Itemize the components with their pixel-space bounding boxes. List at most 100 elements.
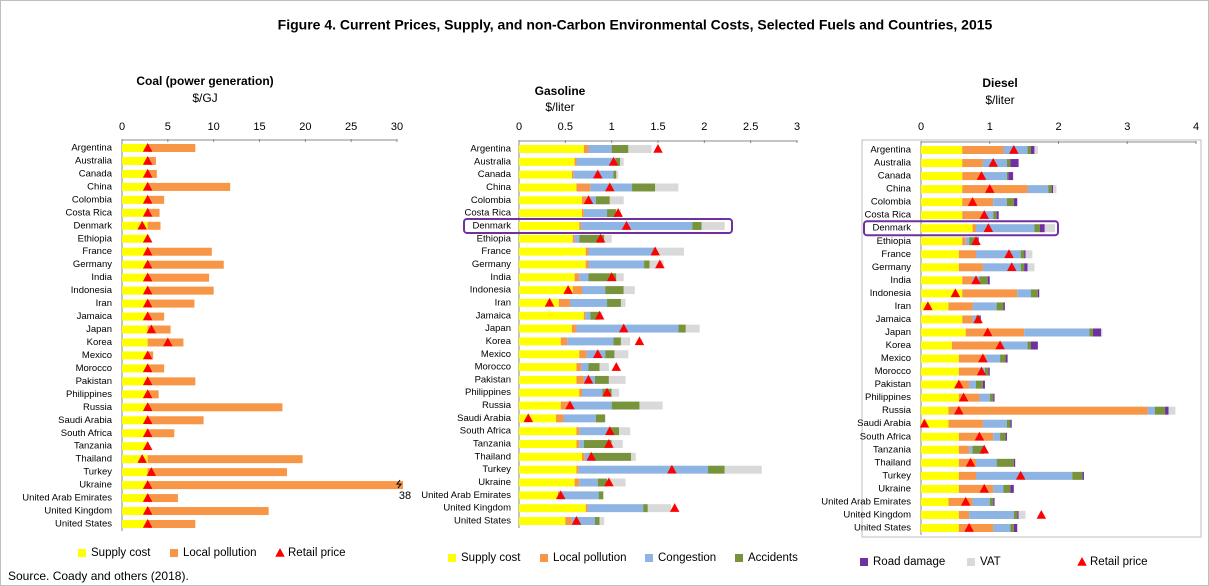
bar-segment xyxy=(958,263,983,272)
retail-price-marker xyxy=(954,405,964,415)
bar-segment xyxy=(982,211,994,220)
retail-price-marker xyxy=(595,233,606,243)
bar-segment xyxy=(572,234,575,243)
legend-swatch xyxy=(78,549,86,557)
bar-segment xyxy=(921,302,949,311)
bar-segment xyxy=(921,497,949,506)
bar-segment xyxy=(582,286,606,295)
annotation: 38 xyxy=(399,490,411,502)
bar-segment xyxy=(1039,224,1045,233)
retail-price-marker xyxy=(1036,509,1047,519)
bar-segment xyxy=(996,302,1004,311)
bar-segment xyxy=(519,260,586,269)
bar-segment xyxy=(1024,328,1090,337)
category-label: Iran xyxy=(895,301,911,312)
category-label: Mexico xyxy=(481,349,511,360)
bars xyxy=(921,146,1176,532)
bar-segment xyxy=(986,354,1001,363)
x-tick-label: 2 xyxy=(1055,121,1061,133)
bar-segment xyxy=(969,445,973,454)
retail-price-marker xyxy=(979,210,989,219)
bar-segment xyxy=(993,484,1004,493)
retail-price-marker xyxy=(621,220,632,230)
bar-segment xyxy=(1072,471,1083,480)
bar-segment xyxy=(594,375,609,384)
bar-segment xyxy=(921,367,959,376)
retail-price-marker xyxy=(142,493,153,502)
bar-segment xyxy=(962,276,973,285)
bar-segment xyxy=(147,390,159,399)
legend-swatch xyxy=(967,558,975,566)
category-label: Saudi Arabia xyxy=(857,418,912,429)
bar-segment xyxy=(1006,172,1009,181)
category-label: Canada xyxy=(478,169,512,180)
retail-price-marker xyxy=(982,327,993,337)
bar-segment xyxy=(122,455,148,464)
category-label: Tanzania xyxy=(74,441,113,452)
bar-segment xyxy=(576,440,580,449)
category-label: Korea xyxy=(87,337,113,348)
bar-segment xyxy=(1010,419,1012,428)
bar-segment xyxy=(1020,250,1025,259)
axis-unit: $/liter xyxy=(985,93,1014,107)
bar-segment xyxy=(989,497,994,506)
category-label: Argentina xyxy=(470,144,511,155)
legend-label: Road damage xyxy=(873,556,945,568)
category-label: Turkey xyxy=(83,467,112,478)
bar-segment xyxy=(993,497,995,506)
bar-segment xyxy=(958,458,976,467)
bar-segment xyxy=(579,427,610,436)
bar-segment xyxy=(147,312,165,321)
category-label: United Arab Emirates xyxy=(421,490,511,501)
category-label: China xyxy=(87,181,113,192)
bar-segment xyxy=(519,504,586,513)
bar-segment xyxy=(519,183,577,192)
category-label: United States xyxy=(454,516,511,527)
retail-price-marker xyxy=(142,233,153,243)
bar-segment xyxy=(620,298,626,307)
bar-segment xyxy=(996,211,999,220)
panel-title: Gasoline xyxy=(535,84,586,98)
retail-price-marker xyxy=(544,297,555,307)
category-label: Tanzania xyxy=(473,439,512,450)
legend-marker xyxy=(275,548,285,557)
category-label: Denmark xyxy=(472,220,511,231)
category-label: Russia xyxy=(83,402,113,413)
bar-segment xyxy=(519,517,566,525)
bar-segment xyxy=(579,273,589,282)
bar-segment xyxy=(581,363,589,372)
bar-segment xyxy=(1031,146,1035,154)
category-label: Colombia xyxy=(871,197,912,208)
bar-segment xyxy=(969,510,1014,519)
category-label: France xyxy=(481,246,511,257)
bar-segment xyxy=(921,458,959,467)
category-label: Jamaica xyxy=(77,311,113,322)
bar-segment xyxy=(605,286,624,295)
retail-price-marker xyxy=(142,415,153,425)
category-label: Japan xyxy=(86,324,112,335)
bar-segment xyxy=(147,494,178,503)
retail-price-marker xyxy=(142,350,153,360)
retail-price-marker xyxy=(163,337,173,347)
x-tick-label: 0 xyxy=(918,121,924,133)
bar-segment xyxy=(122,351,148,360)
bar-segment xyxy=(556,414,564,423)
bar-segment xyxy=(921,341,952,350)
retail-price-marker xyxy=(142,181,153,191)
bar-segment xyxy=(608,375,626,384)
bar-segment xyxy=(972,224,976,233)
bar-segment xyxy=(921,354,959,363)
bar-segment xyxy=(958,524,994,532)
legend-label: Accidents xyxy=(748,552,798,564)
bar-segment xyxy=(958,250,976,259)
bar-segment xyxy=(588,260,645,269)
bar-segment xyxy=(583,145,589,153)
legend-label: Local pollution xyxy=(553,552,627,564)
bar-segment xyxy=(519,247,586,256)
category-label: Philippines xyxy=(66,389,112,400)
bar-segment xyxy=(576,363,582,372)
bar-segment xyxy=(519,196,583,205)
retail-price-marker xyxy=(971,275,981,285)
bar-segment xyxy=(582,196,587,205)
bar-segment xyxy=(1013,198,1018,207)
